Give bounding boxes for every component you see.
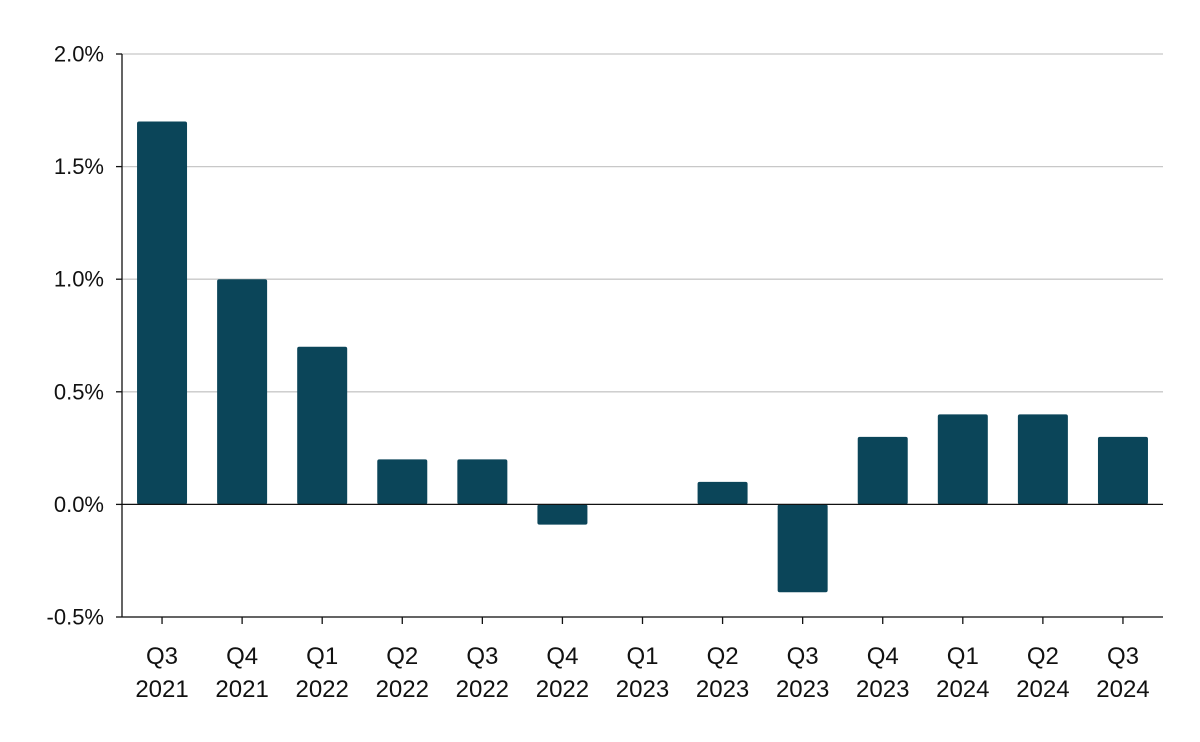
x-tick-label-quarter: Q4 [226,643,258,670]
x-tick-label-year: 2023 [616,676,669,703]
x-tick-label-year: 2024 [1096,676,1149,703]
x-tick-label-quarter: Q2 [386,643,418,670]
x-tick-label-year: 2023 [856,676,909,703]
x-tick-label-year: 2022 [456,676,509,703]
y-tick-label: -0.5% [47,605,104,630]
x-tick-labels: Q3 2021 Q4 2021 Q1 2022 Q2 2022 Q3 2022 Q4 2022 Q1 20… [135,643,1149,703]
x-tick-label-quarter: Q3 [466,643,498,670]
y-tick-label: 0.5% [54,379,104,404]
x-tick-label-quarter: Q1 [947,643,979,670]
x-tick-label-year: 2024 [1016,676,1069,703]
x-tick-label-year: 2023 [696,676,749,703]
x-tick-label-year: 2021 [215,676,268,703]
bar-q3-2023 [777,504,828,593]
bar-q2-2024 [1017,414,1068,505]
x-tick-label-quarter: Q4 [867,643,899,670]
y-tick-label: 2.0% [54,42,104,67]
gridlines [122,53,1163,618]
bar-q1-2024 [937,414,988,505]
y-tick-label: 1.0% [54,267,104,292]
y-tick-label: 1.5% [54,154,104,179]
x-tick-label-year: 2021 [135,676,188,703]
bar-q3-2021 [137,121,188,505]
bar-q2-2023 [697,481,748,505]
bar-q4-2023 [857,436,908,505]
x-tick-label-year: 2022 [536,676,589,703]
bar-q3-2024 [1097,436,1148,505]
x-tick-label-quarter: Q1 [626,643,658,670]
x-tick-label-quarter: Q4 [546,643,578,670]
x-tick-label-quarter: Q1 [306,643,338,670]
y-tick-label: 0.0% [54,492,104,517]
y-tick-labels: -0.5% 0.0% 0.5% 1.0% 1.5% 2.0% [47,42,104,630]
bar-q4-2022 [537,504,588,525]
x-tick-label-year: 2022 [376,676,429,703]
x-tick-label-quarter: Q3 [787,643,819,670]
x-tick-label-quarter: Q2 [707,643,739,670]
bar-q4-2021 [217,279,268,505]
x-tick-label-year: 2024 [936,676,989,703]
x-tick-label-quarter: Q2 [1027,643,1059,670]
bars [137,121,1148,593]
bar-q1-2022 [297,346,348,505]
bar-q3-2022 [457,459,508,505]
x-tick-label-year: 2023 [776,676,829,703]
x-tick-label-quarter: Q3 [1107,643,1139,670]
x-tick-label-year: 2022 [295,676,348,703]
x-tick-label-quarter: Q3 [146,643,178,670]
bar-q2-2022 [377,459,428,505]
axes [116,53,1163,624]
